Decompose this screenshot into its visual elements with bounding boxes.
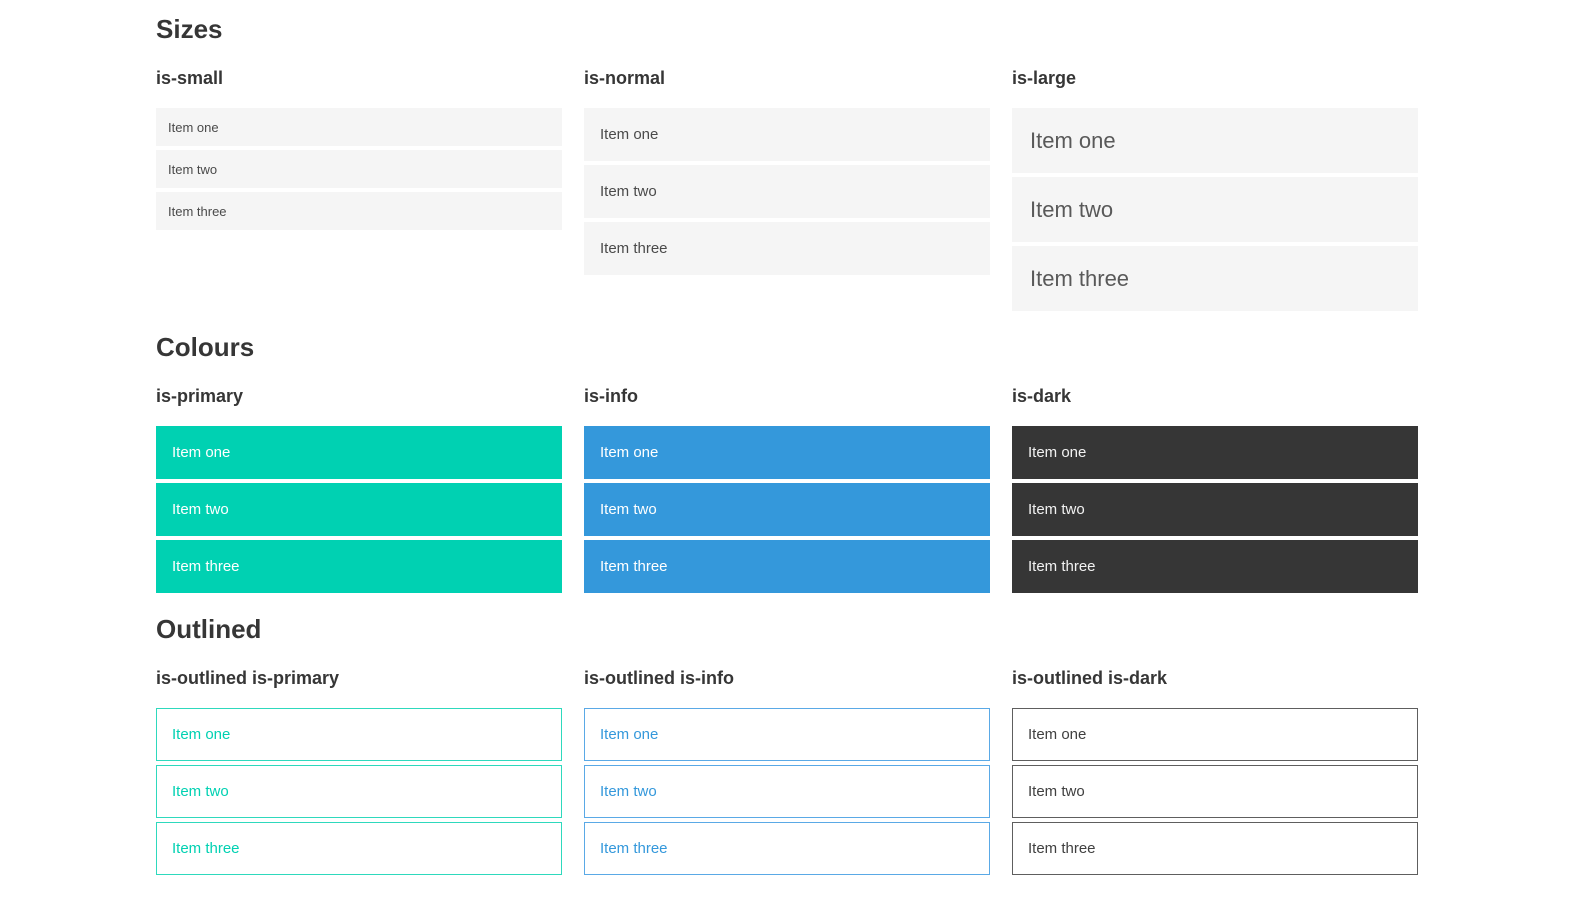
list-item: Item two	[1012, 765, 1418, 818]
sizes-row: is-small Item one Item two Item three is…	[156, 67, 1418, 311]
column-is-small: is-small Item one Item two Item three	[156, 67, 562, 311]
section-sizes: Sizes is-small Item one Item two Item th…	[156, 13, 1418, 311]
column-heading: is-dark	[1012, 386, 1072, 406]
list-item: Item one	[1012, 108, 1418, 173]
list-item: Item three	[156, 822, 562, 875]
column-heading: is-small	[156, 68, 224, 88]
list-item: Item two	[156, 483, 562, 536]
column-heading: is-outlined is-dark	[1012, 668, 1168, 688]
column-is-primary: is-primary Item one Item two Item three	[156, 385, 562, 593]
column-heading: is-primary	[156, 386, 244, 406]
list-item: Item three	[1012, 540, 1418, 593]
column-is-dark: is-dark Item one Item two Item three	[1012, 385, 1418, 593]
list-item: Item one	[156, 108, 562, 146]
list-outlined-dark: Item one Item two Item three	[1012, 708, 1418, 875]
list-info: Item one Item two Item three	[584, 426, 990, 593]
section-title: Outlined	[156, 614, 262, 644]
colours-row: is-primary Item one Item two Item three …	[156, 385, 1418, 593]
list-item: Item two	[1012, 177, 1418, 242]
list-item: Item one	[156, 426, 562, 479]
list-outlined-primary: Item one Item two Item three	[156, 708, 562, 875]
section-title: Sizes	[156, 14, 223, 44]
list-large: Item one Item two Item three	[1012, 108, 1418, 311]
section-colours: Colours is-primary Item one Item two Ite…	[156, 331, 1418, 593]
column-is-outlined-is-dark: is-outlined is-dark Item one Item two It…	[1012, 667, 1418, 875]
list-item: Item three	[1012, 246, 1418, 311]
column-heading: is-outlined is-info	[584, 668, 734, 688]
column-heading: is-info	[584, 386, 638, 406]
column-is-normal: is-normal Item one Item two Item three	[584, 67, 990, 311]
column-is-info: is-info Item one Item two Item three	[584, 385, 990, 593]
section-outlined: Outlined is-outlined is-primary Item one…	[156, 613, 1418, 875]
list-normal: Item one Item two Item three	[584, 108, 990, 275]
list-small: Item one Item two Item three	[156, 108, 562, 230]
list-item: Item three	[584, 540, 990, 593]
list-outlined-info: Item one Item two Item three	[584, 708, 990, 875]
list-item: Item one	[584, 426, 990, 479]
list-item: Item two	[584, 483, 990, 536]
page: Sizes is-small Item one Item two Item th…	[156, 0, 1418, 875]
column-is-outlined-is-info: is-outlined is-info Item one Item two It…	[584, 667, 990, 875]
list-item: Item three	[156, 540, 562, 593]
column-heading: is-large	[1012, 68, 1077, 88]
list-item: Item three	[584, 222, 990, 275]
list-item: Item three	[156, 192, 562, 230]
list-primary: Item one Item two Item three	[156, 426, 562, 593]
list-item: Item two	[156, 150, 562, 188]
list-item: Item one	[1012, 426, 1418, 479]
list-item: Item two	[156, 765, 562, 818]
list-item: Item three	[584, 822, 990, 875]
outlined-row: is-outlined is-primary Item one Item two…	[156, 667, 1418, 875]
list-item: Item three	[1012, 822, 1418, 875]
list-item: Item one	[584, 108, 990, 161]
column-heading: is-outlined is-primary	[156, 668, 340, 688]
column-heading: is-normal	[584, 68, 666, 88]
list-item: Item two	[584, 765, 990, 818]
list-item: Item two	[1012, 483, 1418, 536]
list-item: Item one	[1012, 708, 1418, 761]
list-item: Item one	[584, 708, 990, 761]
list-dark: Item one Item two Item three	[1012, 426, 1418, 593]
section-title: Colours	[156, 332, 255, 362]
list-item: Item one	[156, 708, 562, 761]
list-item: Item two	[584, 165, 990, 218]
column-is-outlined-is-primary: is-outlined is-primary Item one Item two…	[156, 667, 562, 875]
column-is-large: is-large Item one Item two Item three	[1012, 67, 1418, 311]
